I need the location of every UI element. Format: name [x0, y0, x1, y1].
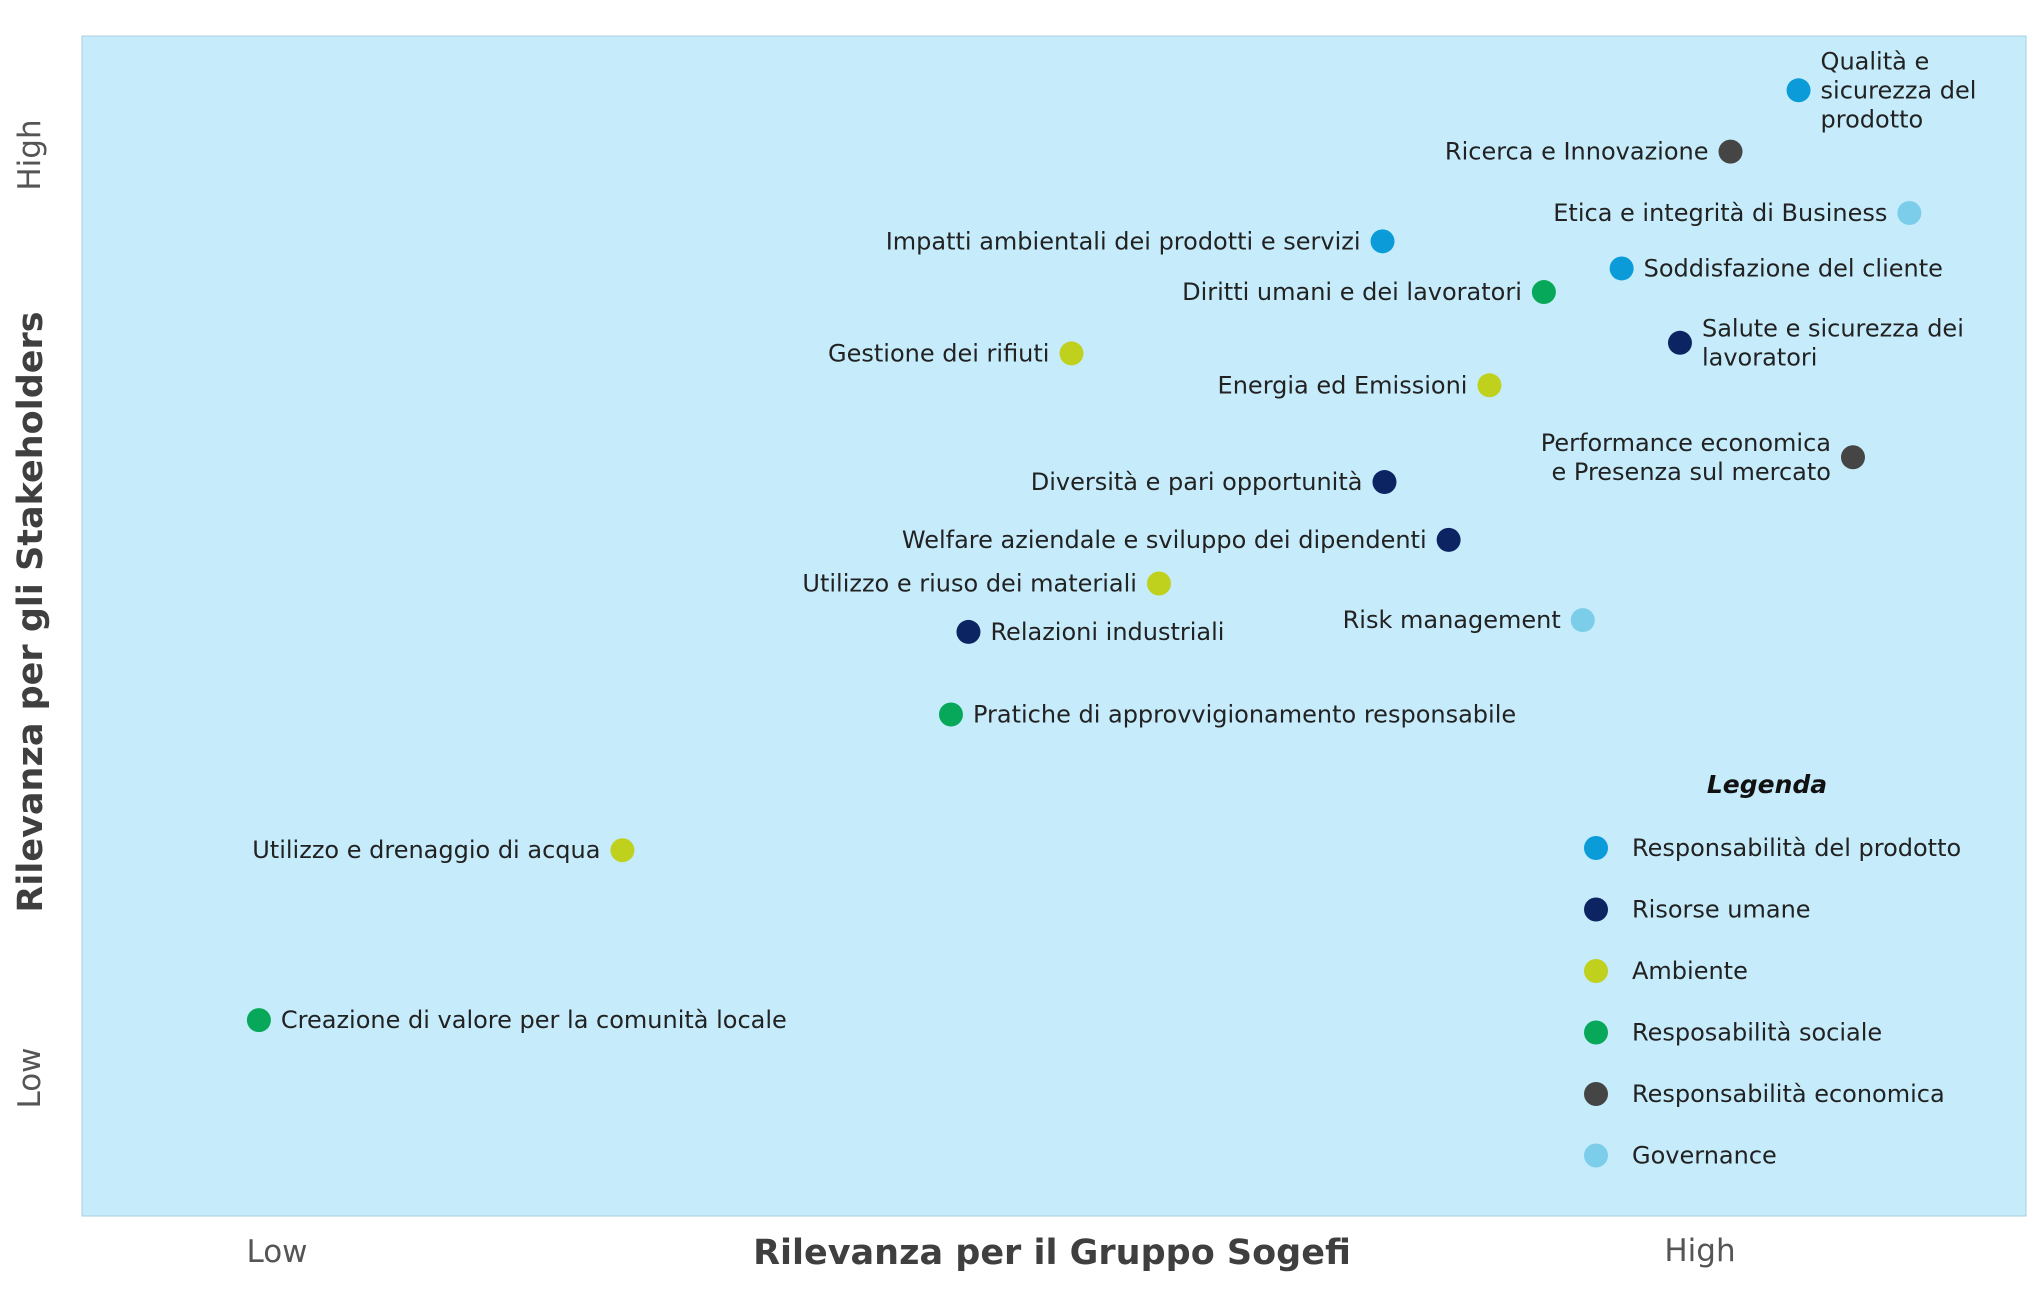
data-point — [1897, 201, 1922, 225]
data-point-label: Creazione di valore per la comunità loca… — [281, 1006, 787, 1034]
data-point-label: e Presenza sul mercato — [1552, 458, 1831, 486]
data-point-group: Soddisfazione del cliente — [1609, 254, 1943, 282]
data-point-label: Welfare aziendale e sviluppo dei dipende… — [902, 526, 1427, 554]
legend-title: Legenda — [1707, 770, 1827, 799]
data-point-label: Salute e sicurezza dei — [1702, 314, 1964, 342]
legend-label-sociale: Resposabilità sociale — [1632, 1019, 1882, 1047]
data-point-label: Utilizzo e riuso dei materiali — [802, 570, 1137, 598]
data-point-group: Pratiche di approvvigionamento responsab… — [938, 701, 1516, 729]
data-point-label: Performance economica — [1541, 429, 1831, 457]
legend-swatch-prodotto — [1584, 836, 1608, 860]
y-tick-high: High — [12, 119, 48, 190]
plot-background — [81, 35, 2027, 1217]
data-point-group: Energia ed Emissioni — [1218, 371, 1502, 399]
data-point — [246, 1008, 271, 1033]
data-point-group: Relazioni industriali — [956, 618, 1224, 646]
data-point — [1059, 341, 1084, 366]
y-tick-low: Low — [12, 1047, 48, 1108]
data-point-group: Diversità e pari opportunità — [1031, 468, 1397, 496]
data-point — [956, 619, 981, 644]
data-point-group: Utilizzo e riuso dei materiali — [802, 570, 1171, 598]
data-point-label: Diritti umani e dei lavoratori — [1182, 278, 1522, 306]
legend-label-governance: Governance — [1632, 1142, 1777, 1170]
data-point-group: Creazione di valore per la comunità loca… — [246, 1006, 787, 1034]
data-point-label: Soddisfazione del cliente — [1644, 254, 1943, 282]
legend-swatch-ambiente — [1584, 959, 1608, 983]
data-point-label: Qualità e — [1821, 47, 1930, 75]
data-point-group: Risk management — [1343, 606, 1595, 634]
data-point-label: sicurezza del — [1821, 76, 1977, 104]
data-point — [1786, 78, 1811, 103]
legend-swatch-governance — [1584, 1143, 1608, 1168]
data-point-group: Utilizzo e drenaggio di acqua — [252, 836, 635, 864]
data-point-label: Gestione dei rifiuti — [828, 339, 1049, 367]
y-axis-title: Rilevanza per gli Stakeholders — [11, 311, 51, 912]
data-point-group: Impatti ambientali dei prodotti e serviz… — [886, 227, 1395, 255]
data-point — [1570, 608, 1595, 633]
data-point-group: Welfare aziendale e sviluppo dei dipende… — [902, 526, 1461, 554]
data-point — [1840, 445, 1865, 470]
legend: Legenda Responsabilità del prodotto Risor… — [1584, 770, 1961, 1170]
data-point-label: Relazioni industriali — [990, 618, 1224, 646]
data-point-label: prodotto — [1821, 105, 1924, 133]
x-axis-title: Rilevanza per il Gruppo Sogefi — [753, 1233, 1351, 1273]
data-point — [1609, 256, 1634, 281]
data-point — [938, 702, 963, 727]
data-point — [1436, 527, 1461, 552]
data-point-group: Ricerca e Innovazione — [1445, 138, 1743, 166]
data-point-label: Pratiche di approvvigionamento responsab… — [973, 701, 1516, 729]
legend-swatch-risorse — [1584, 897, 1608, 922]
data-point — [1370, 229, 1395, 254]
data-point-label: Risk management — [1343, 606, 1561, 634]
data-point-label: Utilizzo e drenaggio di acqua — [252, 836, 600, 864]
data-point — [1718, 139, 1743, 164]
data-point-label: Energia ed Emissioni — [1218, 371, 1468, 399]
data-point-label: Diversità e pari opportunità — [1031, 468, 1363, 496]
data-point — [1146, 571, 1171, 596]
legend-label-risorse: Risorse umane — [1632, 896, 1811, 924]
x-tick-low: Low — [246, 1234, 307, 1270]
x-tick-high: High — [1664, 1233, 1735, 1269]
data-point-group: Etica e integrità di Business — [1553, 199, 1922, 227]
data-point — [610, 838, 635, 863]
data-point-group: Gestione dei rifiuti — [828, 339, 1084, 367]
data-point — [1531, 280, 1556, 305]
legend-label-prodotto: Responsabilità del prodotto — [1632, 834, 1961, 862]
data-point-label: lavoratori — [1702, 343, 1817, 371]
data-point — [1667, 330, 1692, 355]
legend-label-ambiente: Ambiente — [1632, 957, 1748, 985]
legend-swatch-economica — [1584, 1082, 1608, 1106]
data-point-label: Etica e integrità di Business — [1553, 199, 1887, 227]
data-point-label: Impatti ambientali dei prodotti e serviz… — [886, 227, 1361, 255]
data-point-group: Diritti umani e dei lavoratori — [1182, 278, 1556, 306]
legend-label-economica: Responsabilità economica — [1632, 1080, 1945, 1108]
data-point — [1372, 470, 1397, 495]
legend-swatch-sociale — [1584, 1020, 1608, 1045]
data-point-label: Ricerca e Innovazione — [1445, 138, 1709, 166]
data-point — [1477, 373, 1502, 398]
